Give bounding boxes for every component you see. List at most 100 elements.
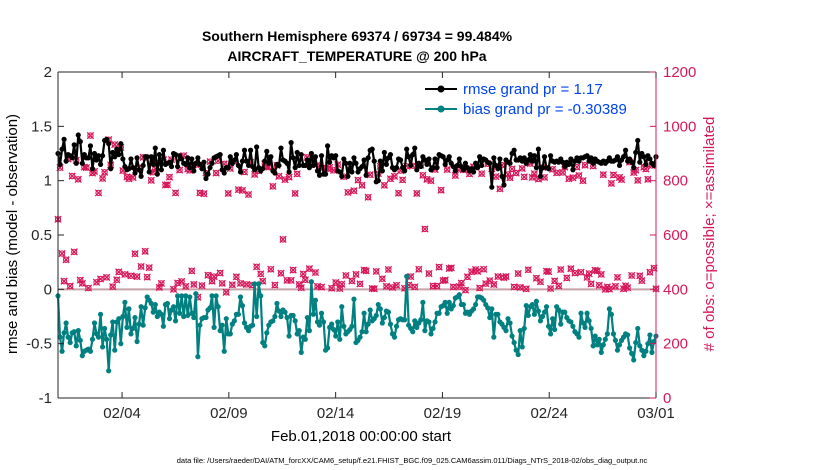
rmse-series-point	[647, 156, 653, 162]
obs-assimilated-marker	[127, 272, 135, 280]
rmse-series-point	[570, 167, 576, 173]
obs-assimilated-marker	[522, 285, 530, 293]
obs-count-marker	[437, 186, 445, 194]
bias-series-point	[120, 313, 126, 320]
rmse-series-point	[294, 149, 300, 156]
rmse-series-point	[136, 167, 142, 173]
obs-count-marker	[145, 263, 153, 272]
obs-assimilated-marker	[354, 176, 362, 184]
bias-series-point	[627, 345, 633, 351]
obs-assimilated-marker	[141, 247, 149, 255]
rmse-series-point	[233, 151, 239, 158]
obs-assimilated-marker	[182, 282, 190, 291]
obs-count-marker	[147, 176, 155, 185]
rmse-series-point	[337, 169, 343, 175]
obs-possible-marker	[444, 166, 451, 173]
bias-series-point	[209, 293, 215, 299]
rmse-series-point	[631, 165, 637, 171]
obs-assimilated-marker	[581, 161, 589, 169]
obs-assimilated-marker	[546, 284, 555, 293]
bias-series-point	[428, 331, 434, 337]
bias-series-point	[410, 329, 416, 335]
obs-count-marker	[575, 171, 583, 180]
obs-count-marker	[623, 284, 632, 292]
bias-series-point	[610, 331, 617, 337]
obs-assimilated-marker	[524, 266, 532, 274]
rmse-series-point	[87, 143, 94, 149]
obs-count-marker	[328, 284, 336, 292]
y-left-tick-label: -1	[39, 390, 52, 407]
bias-series-point	[302, 336, 308, 342]
obs-assimilated-marker	[609, 171, 618, 179]
rmse-series-point	[560, 159, 566, 165]
obs-assimilated-marker	[510, 283, 518, 291]
rmse-series-point	[128, 156, 134, 162]
rmse-series-point	[126, 166, 132, 172]
bias-series-point	[282, 309, 288, 315]
obs-possible-marker	[587, 280, 595, 288]
bias-series-point	[629, 350, 635, 357]
bias-series-point	[556, 307, 562, 313]
obs-possible-marker	[283, 277, 291, 284]
obs-count-marker	[348, 277, 356, 285]
obs-assimilated-marker	[441, 276, 449, 284]
obs-assimilated-marker	[238, 186, 247, 195]
bias-series-point	[580, 320, 586, 326]
obs-count-marker	[520, 173, 528, 181]
obs-count-marker	[563, 274, 571, 282]
rmse-series-point	[325, 143, 331, 149]
rmse-series-point	[195, 155, 201, 161]
obs-count-marker	[84, 284, 93, 292]
obs-assimilated-marker	[66, 282, 74, 290]
obs-possible-marker	[350, 187, 358, 194]
bias-series-point	[203, 314, 209, 321]
rmse-series-point	[227, 154, 233, 160]
rmse-series-point	[306, 165, 312, 171]
obs-count-marker	[311, 268, 320, 277]
obs-possible-marker	[198, 282, 206, 289]
obs-count-marker	[338, 280, 346, 288]
rmse-series-point	[138, 173, 144, 179]
bias-series-point	[404, 273, 410, 279]
obs-possible-marker	[510, 283, 518, 291]
obs-assimilated-marker	[216, 269, 224, 277]
rmse-series-point	[651, 162, 657, 169]
rmse-series-point	[446, 154, 452, 160]
bias-series-point	[430, 325, 436, 332]
obs-assimilated-marker	[131, 250, 139, 258]
bias-series-point	[349, 323, 355, 329]
obs-count-marker	[60, 277, 68, 285]
y-right-tick-label: 800	[663, 173, 688, 190]
obs-assimilated-marker	[563, 274, 571, 282]
rmse-series-point	[57, 161, 63, 167]
rmse-series-point	[430, 165, 436, 171]
bias-series-point	[128, 331, 134, 337]
obs-assimilated-marker	[350, 187, 358, 195]
rmse-series-point	[183, 161, 189, 167]
obs-assimilated-marker	[210, 272, 218, 281]
obs-possible-marker	[577, 269, 585, 276]
bias-series-point	[71, 329, 77, 335]
obs-assimilated-marker	[447, 264, 455, 272]
bias-series-point	[57, 334, 63, 340]
obs-count-marker	[242, 280, 251, 289]
rmse-series-point	[347, 160, 353, 166]
obs-possible-marker	[437, 187, 445, 194]
bias-series-point	[304, 314, 310, 321]
bias-series-point	[363, 329, 369, 335]
obs-count-marker	[449, 283, 457, 291]
obs-possible-marker	[393, 282, 400, 289]
obs-count-marker	[372, 267, 380, 276]
obs-assimilated-marker	[512, 169, 520, 177]
obs-possible-marker	[646, 269, 654, 276]
obs-count-marker	[441, 276, 449, 284]
rmse-series-point	[260, 166, 266, 172]
obs-possible-marker	[415, 266, 422, 273]
obs-possible-marker	[239, 187, 246, 194]
rmse-series-point	[349, 169, 355, 175]
obs-assimilated-marker	[364, 193, 372, 201]
obs-count-marker	[279, 235, 287, 244]
bias-series-point	[292, 318, 298, 324]
obs-assimilated-marker	[86, 131, 95, 140]
obs-possible-marker	[381, 182, 388, 189]
